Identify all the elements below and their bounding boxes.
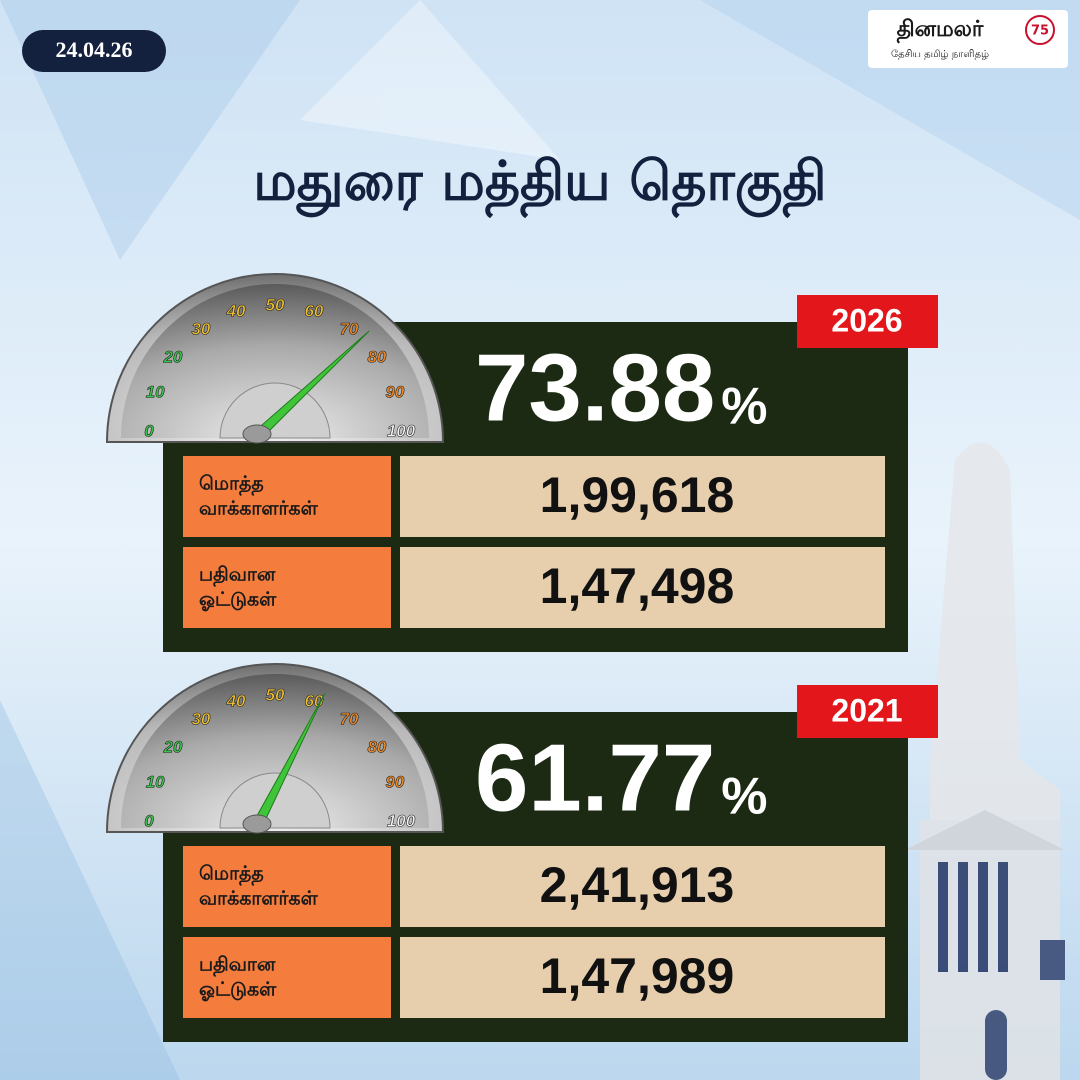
year: 2021 [831,692,902,728]
date-pill [22,30,166,72]
row-value: 1,47,498 [540,558,735,614]
gauge-tick-label: 20 [163,347,183,366]
row-label: மொத்த [199,863,264,887]
panel: 2026 0 10 20 30 40 50 60 70 80 90 100 73.88 % மொத்தவாக… [105,273,938,652]
gauge-tick-label: 90 [385,383,404,402]
year: 2026 [831,302,902,338]
row-value-box [400,547,885,628]
row-value-box [400,456,885,537]
gauge-tick-label: 100 [387,811,416,830]
gauge-tick-label: 0 [144,811,154,830]
row-label: ஓட்டுகள் [199,589,277,611]
turnout: 73.88 [475,334,715,441]
gauge-tick-label: 70 [340,320,359,339]
gauge-tick-label: 100 [387,421,416,440]
needle-cap [242,814,272,834]
gauge-tick-label: 40 [226,302,246,321]
gauge-tick-label: 10 [146,773,165,792]
gauge-tick-label: 0 [144,421,154,440]
date: 24.04.26 [56,37,133,62]
turnout-unit: % [721,768,767,826]
year-badge [797,685,938,738]
row-label: பதிவான [199,564,276,588]
gauge-tick-label: 70 [340,710,359,729]
row-label: ஓட்டுகள் [199,979,277,1001]
gauge-tick-label: 80 [367,347,386,366]
logo-name: தினமலர் [897,17,984,44]
needle-cap [242,424,272,444]
row-label: மொத்த [199,473,264,497]
gauge-tick-label: 30 [191,320,210,339]
row-label-box [183,937,391,1018]
gauge-tick-label: 50 [266,295,285,314]
row-label: வாக்காளர்கள் [199,888,319,910]
gauge-tick-label: 50 [266,685,285,704]
gauge-face [121,284,429,438]
gauge-tick-label: 80 [367,737,386,756]
turnout: 61.77 [475,724,715,831]
logo: தினமலர் தேசிய தமிழ் நாளிதழ் 75 [868,10,1068,68]
gauge-tick-label: 20 [163,737,183,756]
row-label-box [183,846,391,927]
logo-badge: 75 [1031,24,1049,39]
row-label: வாக்காளர்கள் [199,498,319,520]
turnout-unit: % [721,378,767,436]
year-badge [797,295,938,348]
row-value: 1,47,989 [540,948,735,1004]
logo-tagline: தேசிய தமிழ் நாளிதழ் [891,49,989,60]
gauge-tick-label: 90 [385,773,404,792]
row-value-box [400,846,885,927]
building [905,442,1065,1080]
row-value: 1,99,618 [540,467,735,523]
row-value: 2,41,913 [540,857,735,913]
gauge-tick-label: 30 [191,710,210,729]
title: மதுரை மத்திய தொகுதி [253,150,826,220]
gauge-face [121,674,429,828]
row-value-box [400,937,885,1018]
row-label-box [183,456,391,537]
gauge-tick-label: 60 [304,302,323,321]
gauge-tick-label: 10 [146,383,165,402]
row-label-box [183,547,391,628]
row-label: பதிவான [199,954,276,978]
gauge-tick-label: 40 [226,692,246,711]
